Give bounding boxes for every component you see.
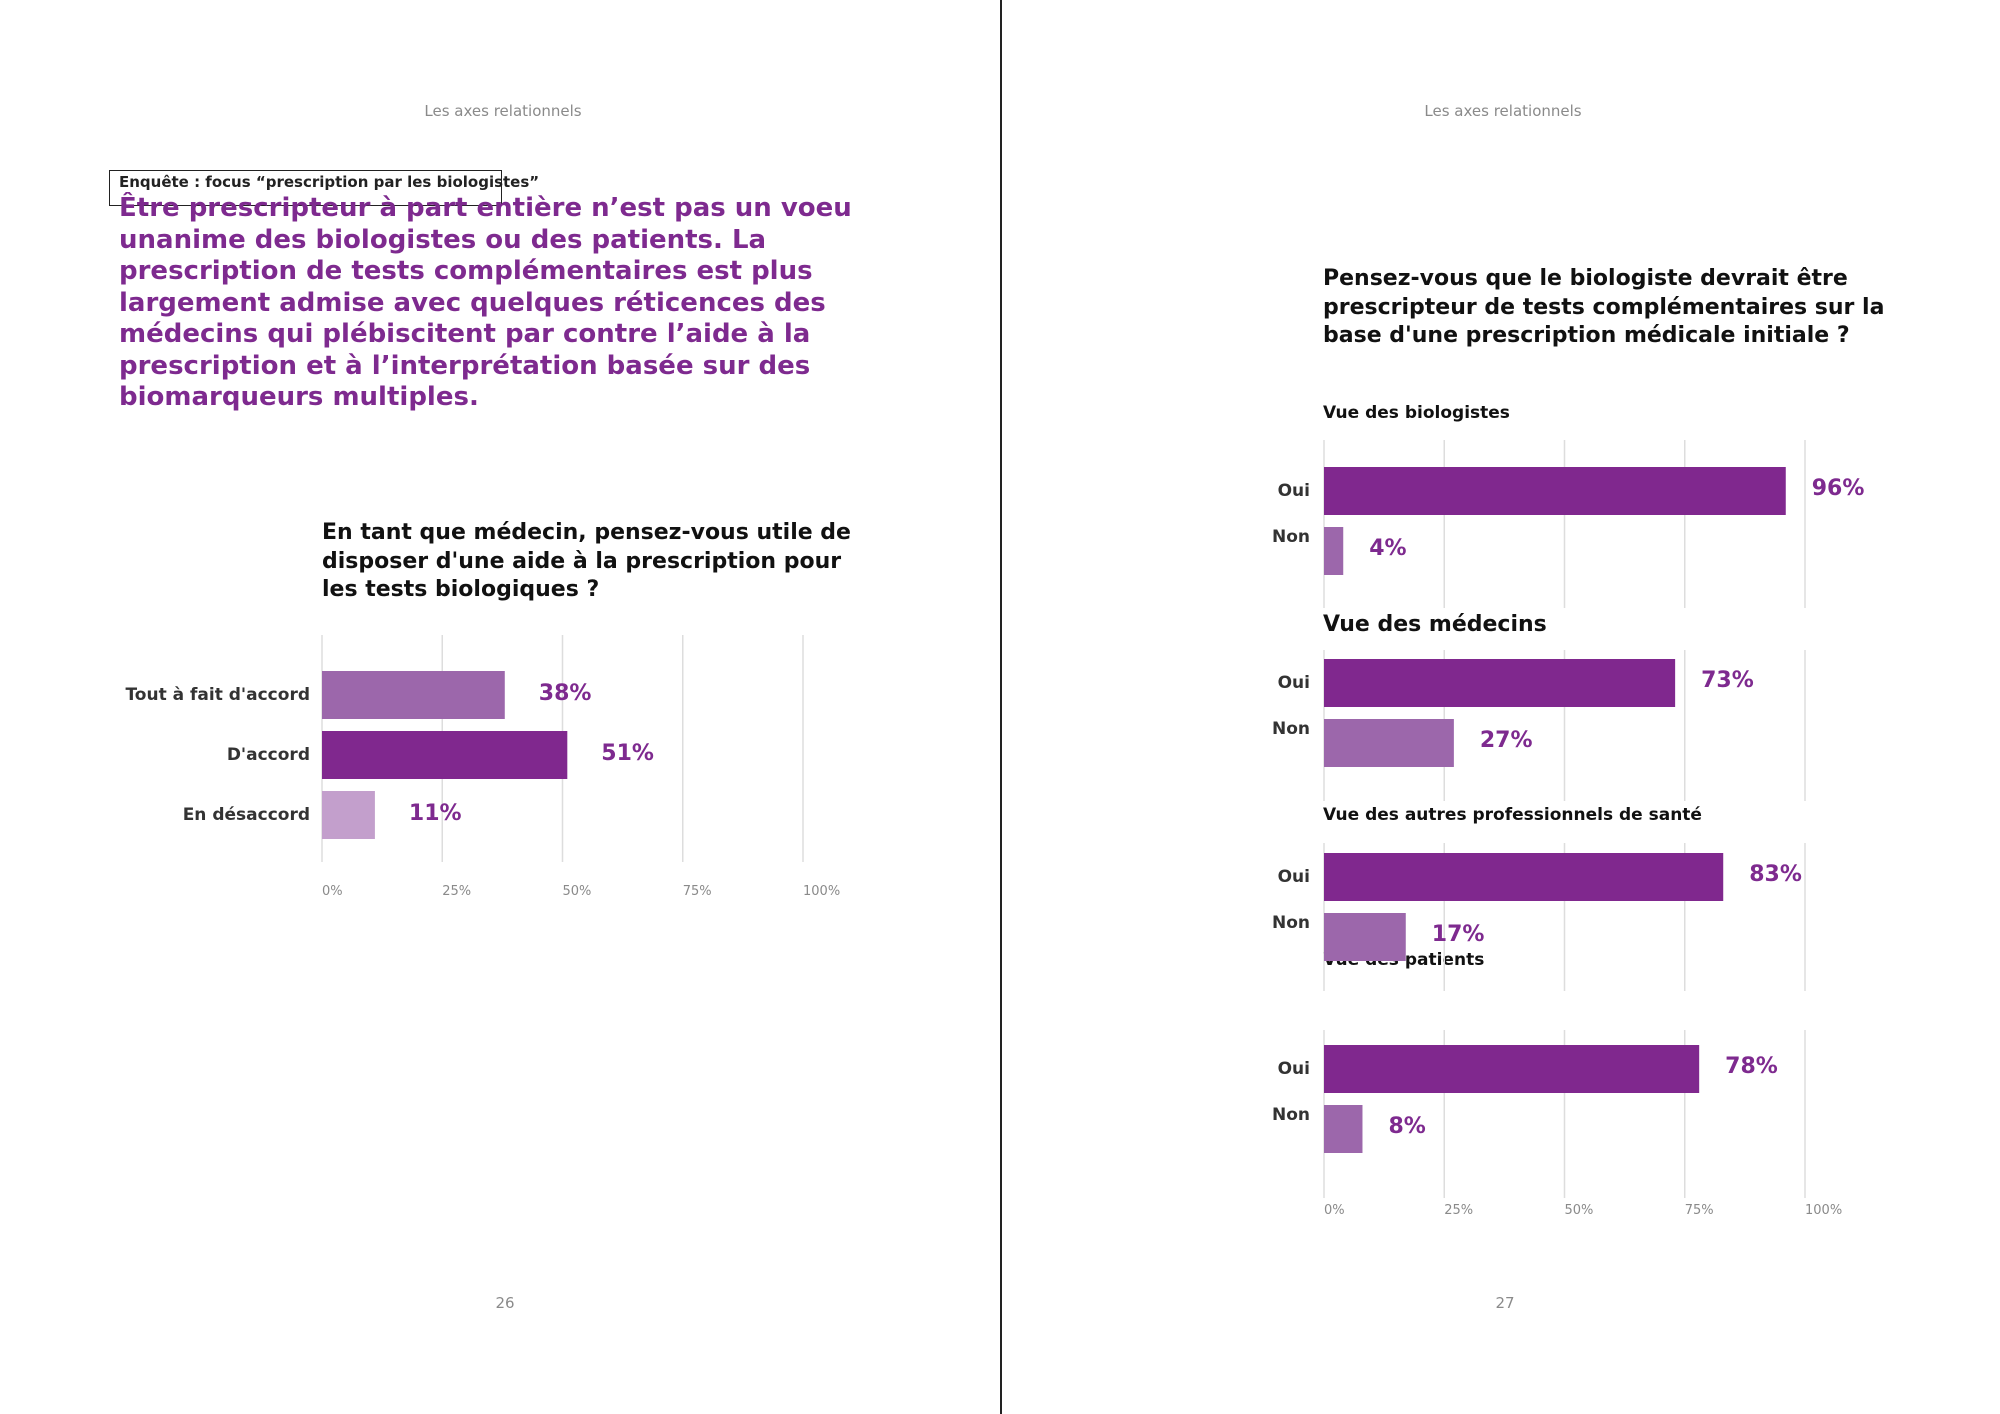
category-label-vue-des-patients-non: Non: [1272, 1105, 1310, 1125]
value-label-vue-des-patients-non: 8%: [1388, 1114, 1425, 1139]
survey-tag: Enquête : focus “prescription par les bi…: [109, 170, 539, 206]
bar-vue-des-patients-non: [1324, 1105, 1363, 1153]
category-label-vue-des-autres-professionnels-de-sante-non: Non: [1272, 913, 1310, 933]
bar-vue-des-biologistes-non: [1324, 527, 1344, 575]
category-label-tout-a-fait-d-accord: Tout à fait d'accord: [125, 685, 310, 705]
bar-vue-des-medecins-non: [1324, 719, 1454, 767]
x-tick-label-chart2: 50%: [1565, 1203, 1594, 1218]
category-label-vue-des-medecins-non: Non: [1272, 719, 1310, 739]
bar-tout-a-fait-d-accord: [322, 671, 505, 719]
value-label-vue-des-patients-oui: 78%: [1725, 1054, 1778, 1079]
value-label-vue-des-biologistes-non: 4%: [1369, 536, 1406, 561]
value-label-vue-des-autres-professionnels-de-sante-non: 17%: [1432, 922, 1485, 947]
value-label-tout-a-fait-d-accord: 38%: [539, 681, 592, 706]
page-headline: Être prescripteur à part entière n’est p…: [119, 193, 852, 412]
value-label-vue-des-medecins-oui: 73%: [1701, 668, 1754, 693]
x-tick-label-chart2: 100%: [1805, 1203, 1842, 1218]
value-label-vue-des-medecins-non: 27%: [1480, 728, 1533, 753]
value-label-en-desaccord: 11%: [409, 801, 462, 826]
x-tick-label-chart1: 75%: [683, 884, 712, 899]
running-head-right: Les axes relationnels: [1424, 102, 1582, 120]
page-number-left: 26: [495, 1294, 515, 1312]
category-label-vue-des-medecins-oui: Oui: [1278, 673, 1310, 693]
x-tick-label-chart2: 0%: [1324, 1203, 1345, 1218]
category-label-d-accord: D'accord: [227, 745, 310, 765]
x-tick-label-chart1: 25%: [442, 884, 471, 899]
value-label-vue-des-autres-professionnels-de-sante-oui: 83%: [1749, 862, 1802, 887]
x-tick-label-chart2: 25%: [1444, 1203, 1473, 1218]
chart-title-aide-prescription: En tant que médecin, pensez-vous utile d…: [322, 520, 851, 602]
page-number-right: 27: [1495, 1294, 1515, 1312]
x-tick-label-chart1: 50%: [563, 884, 592, 899]
group-title-medecins: Vue des médecins: [1323, 612, 1547, 637]
value-label-vue-des-biologistes-oui: 96%: [1812, 476, 1865, 501]
group-title-biologistes: Vue des biologistes: [1323, 403, 1510, 423]
bar-vue-des-medecins-oui: [1324, 659, 1676, 707]
running-head-left: Les axes relationnels: [424, 102, 582, 120]
category-label-vue-des-biologistes-non: Non: [1272, 527, 1310, 547]
bar-vue-des-autres-professionnels-de-sante-oui: [1324, 853, 1724, 901]
bar-en-desaccord: [322, 791, 375, 839]
bar-d-accord: [322, 731, 568, 779]
bar-vue-des-patients-oui: [1324, 1045, 1700, 1093]
x-tick-label-chart2: 75%: [1685, 1203, 1714, 1218]
x-tick-label-chart1: 100%: [803, 884, 840, 899]
x-tick-label-chart1: 0%: [322, 884, 343, 899]
category-label-vue-des-autres-professionnels-de-sante-oui: Oui: [1278, 867, 1310, 887]
category-label-vue-des-biologistes-oui: Oui: [1278, 481, 1310, 501]
chart-title-prescripteur-tests: Pensez-vous que le biologiste devrait êt…: [1323, 266, 1885, 348]
group-title-autres-professionnels: Vue des autres professionnels de santé: [1323, 805, 1702, 825]
category-label-vue-des-patients-oui: Oui: [1278, 1059, 1310, 1079]
page-spread-divider: [1000, 0, 1002, 1414]
bar-vue-des-autres-professionnels-de-sante-non: [1324, 913, 1406, 961]
value-label-d-accord: 51%: [601, 741, 654, 766]
bar-vue-des-biologistes-oui: [1324, 467, 1786, 515]
category-label-en-desaccord: En désaccord: [183, 805, 310, 825]
